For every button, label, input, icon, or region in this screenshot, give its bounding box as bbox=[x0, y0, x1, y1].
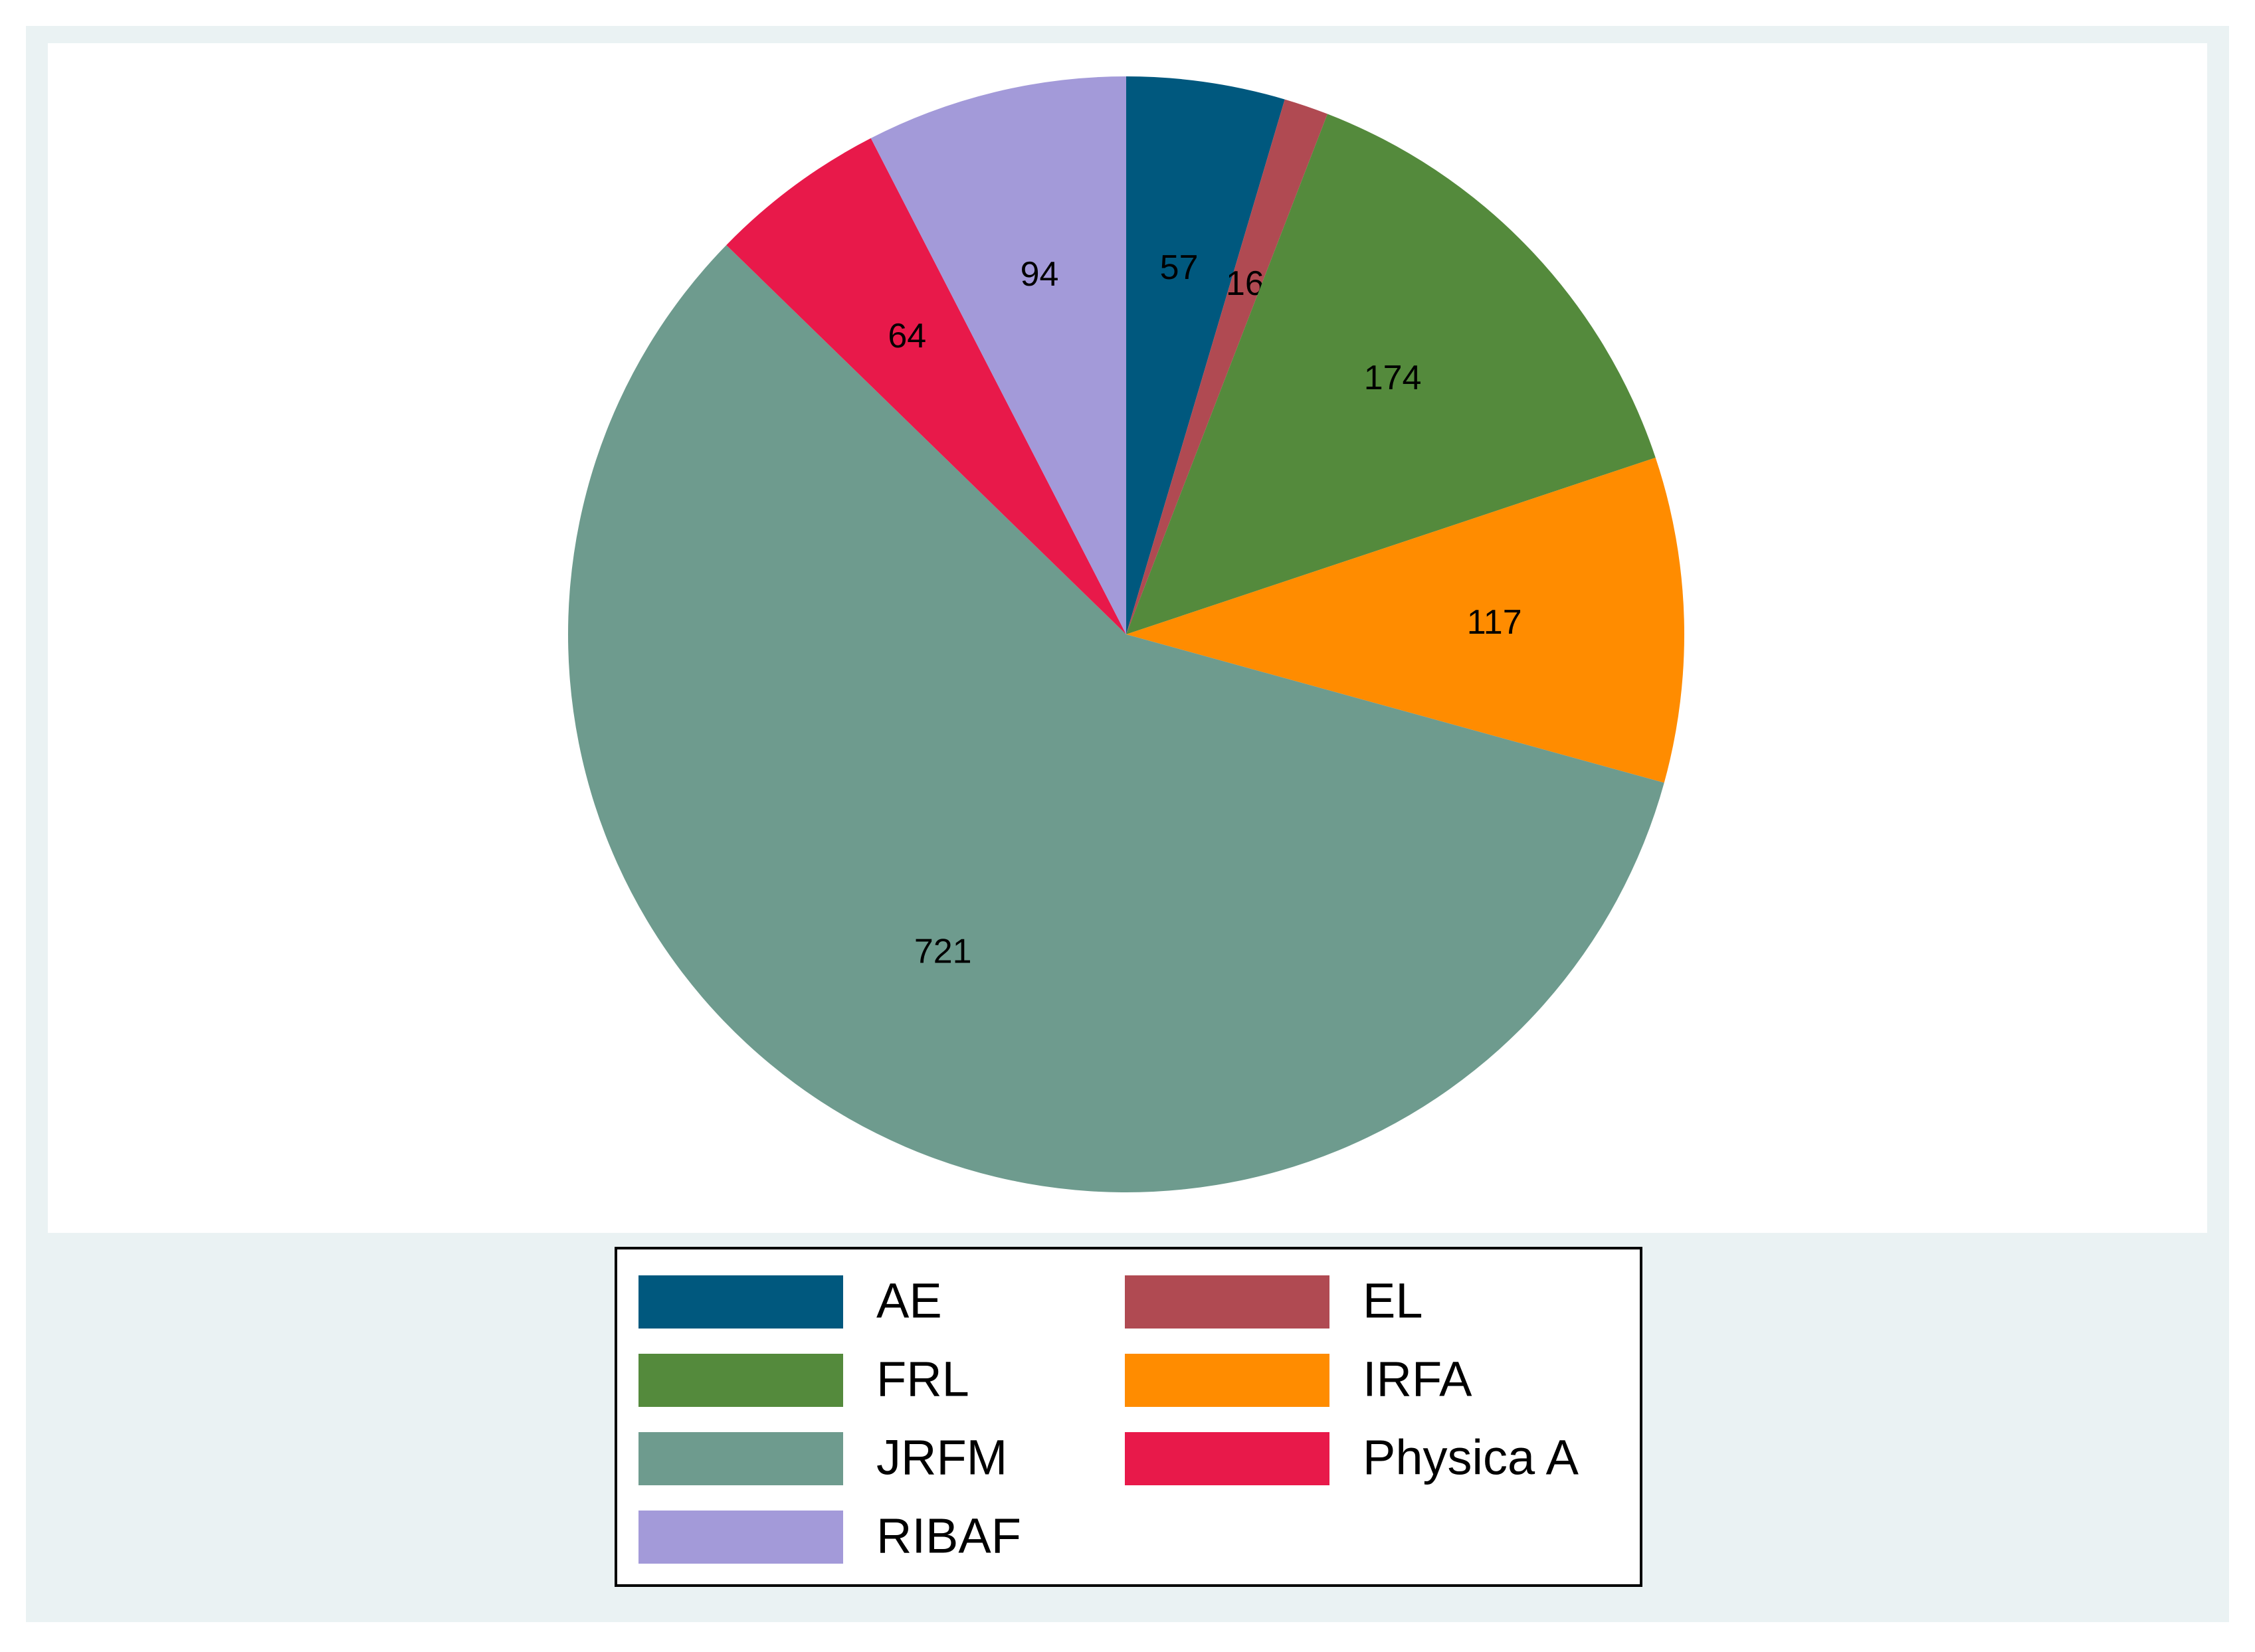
slice-label: 57 bbox=[1160, 248, 1199, 287]
legend-swatch bbox=[638, 1275, 843, 1329]
legend-label: EL bbox=[1363, 1273, 1423, 1329]
legend-swatch bbox=[638, 1511, 843, 1564]
legend-swatch bbox=[1125, 1275, 1329, 1329]
pie-slice bbox=[726, 138, 1126, 635]
legend-swatch bbox=[1125, 1432, 1329, 1485]
legend-swatch bbox=[638, 1432, 843, 1485]
pie-slice bbox=[1126, 76, 1285, 634]
pie-slice bbox=[568, 244, 1664, 1192]
legend-swatch bbox=[638, 1354, 843, 1407]
slice-label: 94 bbox=[1021, 255, 1059, 294]
pie-slice bbox=[1126, 457, 1684, 783]
legend-label: IRFA bbox=[1363, 1352, 1472, 1407]
legend-swatch bbox=[1125, 1354, 1329, 1407]
slice-label: 174 bbox=[1364, 359, 1422, 397]
legend-label: RIBAF bbox=[876, 1509, 1021, 1564]
pie-slice bbox=[870, 76, 1126, 634]
slice-label: 64 bbox=[888, 317, 926, 355]
slice-label: 721 bbox=[914, 933, 972, 971]
pie-slice bbox=[1126, 99, 1327, 635]
legend-label: FRL bbox=[876, 1352, 969, 1407]
legend: AE EL FRL IRFA JRFM Physica A RIBAF bbox=[638, 1273, 1579, 1564]
legend-label: JRFM bbox=[876, 1430, 1007, 1485]
legend-label: Physica A bbox=[1363, 1430, 1579, 1485]
slice-label: 117 bbox=[1467, 603, 1522, 642]
legend-label: AE bbox=[876, 1273, 942, 1329]
pie-slice bbox=[1126, 114, 1656, 634]
